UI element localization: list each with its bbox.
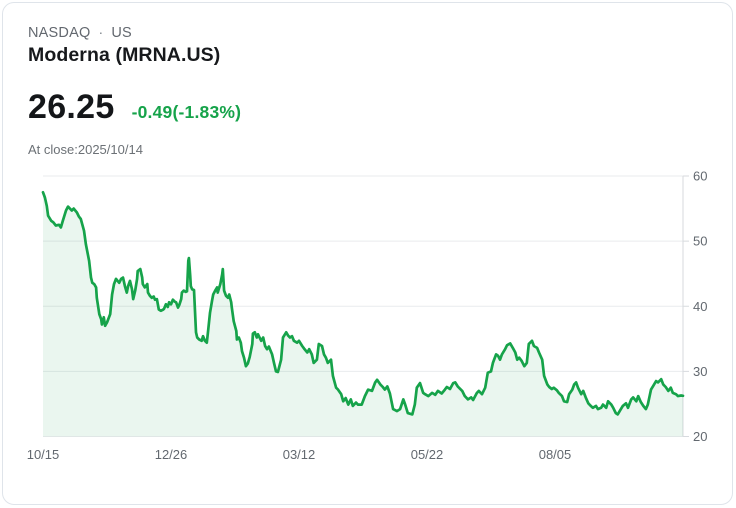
y-tick-label: 60: [693, 169, 707, 184]
x-tick-label: 03/12: [283, 447, 316, 462]
price-change: -0.49(-1.83%): [131, 102, 242, 122]
exchange-row: NASDAQ · US: [28, 24, 707, 41]
y-tick-label: 40: [693, 299, 707, 314]
y-tick-label: 50: [693, 234, 707, 249]
dot-separator-icon: ·: [98, 24, 104, 40]
y-tick-label: 20: [693, 429, 707, 444]
as-of-label: At close:2025/10/14: [28, 142, 143, 157]
price-line: [41, 190, 685, 416]
region-label: US: [111, 25, 132, 41]
x-tick-label: 10/15: [27, 447, 60, 462]
x-tick-label: 05/22: [411, 447, 444, 462]
instrument-title: Moderna (MRNA.US): [28, 44, 221, 66]
x-tick-label: 12/26: [155, 447, 188, 462]
last-price: 26.25: [28, 88, 115, 126]
x-tick-label: 08/05: [539, 447, 572, 462]
quote-header: NASDAQ · US Moderna (MRNA.US) 26.25 -0.4…: [28, 24, 707, 157]
exchange-label: NASDAQ: [28, 25, 91, 41]
y-tick-label: 30: [693, 364, 707, 379]
price-area-fill: [43, 192, 683, 437]
price-row: 26.25 -0.49(-1.83%): [28, 88, 707, 127]
